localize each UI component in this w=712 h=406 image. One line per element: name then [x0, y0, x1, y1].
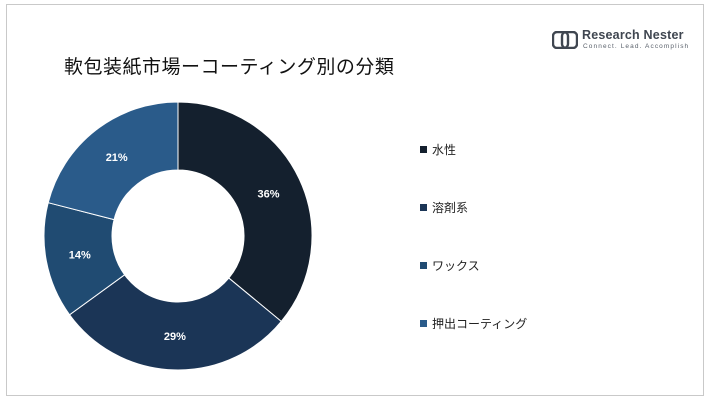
- donut-slice-4: [47, 101, 179, 221]
- data-label-1: 36%: [257, 188, 279, 200]
- data-label-3: 14%: [69, 250, 91, 262]
- brand-logo: Research Nester Connect. Lead. Accomplis…: [552, 28, 688, 54]
- legend-item-2: 溶剤系: [420, 198, 468, 216]
- data-label-4: 21%: [106, 152, 128, 164]
- legend-label: 水性: [432, 142, 457, 157]
- donut-slice-2: [68, 274, 282, 371]
- legend-swatch: [420, 145, 427, 153]
- legend-swatch: [420, 319, 427, 327]
- donut-slice-1: [177, 101, 313, 323]
- legend-item-3: ワックス: [420, 256, 480, 274]
- legend-label: 押出コーティング: [432, 316, 528, 331]
- legend-item-4: 押出コーティング: [420, 314, 527, 332]
- brand-name: Research Nester: [582, 28, 684, 42]
- legend-label: 溶剤系: [432, 200, 469, 215]
- brand-tagline: Connect. Lead. Accomplish: [583, 43, 690, 50]
- donut-slices: [43, 101, 313, 371]
- legend-label: ワックス: [432, 258, 480, 273]
- legend-swatch: [420, 261, 427, 269]
- donut-data-labels: 36% 29% 14% 21%: [69, 152, 280, 343]
- chart-title: 軟包装紙市場ーコーティング別の分類: [64, 56, 395, 78]
- legend-item-1: 水性: [420, 140, 456, 158]
- research-nester-logo-icon: [552, 31, 578, 49]
- legend-swatch: [420, 203, 427, 211]
- data-label-2: 29%: [164, 331, 186, 343]
